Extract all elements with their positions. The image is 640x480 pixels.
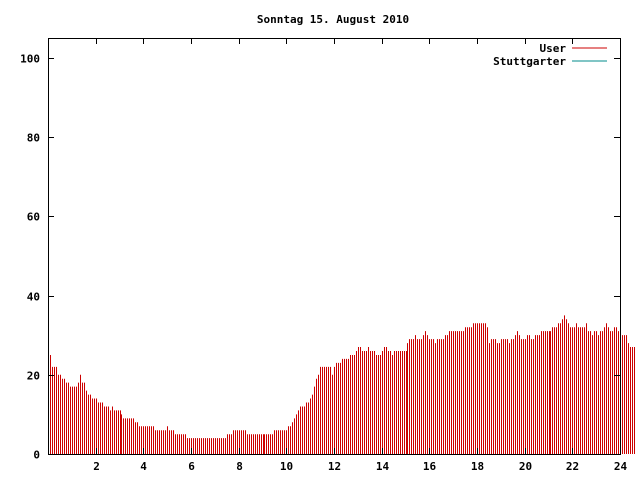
- x-tick-label: 2: [93, 460, 100, 473]
- x-tick-label: 24: [614, 460, 628, 473]
- legend-label-user: User: [540, 42, 567, 55]
- x-tick-label: 4: [140, 460, 147, 473]
- x-tick-label: 18: [471, 460, 484, 473]
- chart-title: Sonntag 15. August 2010: [257, 13, 409, 26]
- x-tick-label: 16: [423, 460, 437, 473]
- y-tick-label: 20: [27, 370, 40, 383]
- x-tick-label: 12: [328, 460, 341, 473]
- y-tick-label: 40: [27, 291, 40, 304]
- x-tick-label: 20: [519, 460, 532, 473]
- y-tick-label: 100: [20, 53, 40, 66]
- y-tick-label: 80: [27, 132, 40, 145]
- bar-series-user: [48, 315, 635, 454]
- x-tick-label: 10: [280, 460, 293, 473]
- legend-label-stuttgarter: Stuttgarter: [493, 55, 566, 68]
- x-tick-label: 14: [376, 460, 390, 473]
- x-tick-label: 22: [566, 460, 579, 473]
- x-tick-label: 8: [236, 460, 243, 473]
- y-tick-label: 0: [33, 449, 40, 462]
- y-tick-label: 60: [27, 211, 40, 224]
- x-tick-label: 6: [188, 460, 195, 473]
